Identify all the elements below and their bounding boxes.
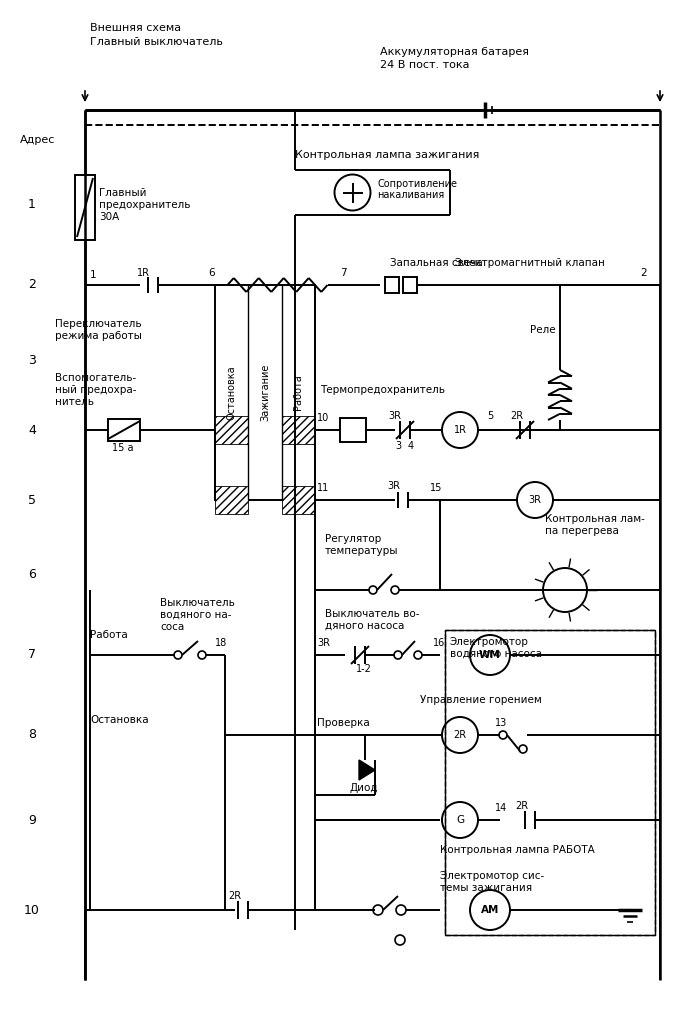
Text: G: G (456, 815, 464, 825)
Text: Переключатель
режима работы: Переключатель режима работы (55, 319, 142, 341)
Text: 16: 16 (433, 638, 445, 648)
Text: Работа: Работа (90, 630, 127, 640)
Text: 7: 7 (28, 649, 36, 661)
Text: 2R: 2R (454, 730, 467, 740)
Text: 5: 5 (28, 493, 36, 507)
Bar (281, 416, 315, 444)
Text: 18: 18 (215, 638, 228, 648)
Text: 3R: 3R (528, 495, 542, 505)
Text: Выключатель
водяного на-
соса: Выключатель водяного на- соса (160, 598, 235, 631)
Text: Контрольная лампа РАБОТА: Контрольная лампа РАБОТА (440, 845, 595, 855)
Text: Внешняя схема: Внешняя схема (90, 23, 181, 33)
Text: Главный выключатель: Главный выключатель (90, 37, 223, 47)
Bar (445, 630, 655, 935)
Text: Зажигание: Зажигание (260, 364, 270, 421)
Text: Работа: Работа (293, 375, 303, 410)
Bar (75, 175, 95, 240)
Text: 2R: 2R (228, 891, 241, 901)
Text: WM: WM (479, 650, 501, 660)
Text: 2R: 2R (510, 411, 523, 421)
Text: Выключатель во-
дяного насоса: Выключатель во- дяного насоса (325, 609, 419, 630)
Text: 24 В пост. тока: 24 В пост. тока (380, 60, 470, 70)
Text: Сопротивление
накаливания: Сопротивление накаливания (377, 178, 458, 200)
Text: 1: 1 (28, 199, 36, 211)
Text: Проверка: Проверка (317, 718, 370, 728)
Text: 10: 10 (24, 903, 40, 917)
Text: Вспомогатель-
ный предохра-
нитель: Вспомогатель- ный предохра- нитель (55, 374, 136, 407)
Text: 1R: 1R (137, 268, 150, 278)
Text: Остановка: Остановка (227, 366, 237, 420)
Text: 15: 15 (430, 483, 442, 493)
Text: 11: 11 (317, 483, 329, 493)
Text: 4: 4 (408, 441, 414, 451)
Bar (340, 418, 366, 442)
Text: 10: 10 (317, 413, 329, 423)
Polygon shape (359, 760, 375, 780)
Text: Электромагнитный клапан: Электромагнитный клапан (455, 258, 605, 268)
Text: 3: 3 (28, 353, 36, 367)
Text: Остановка: Остановка (90, 715, 148, 725)
Text: Регулятор
температуры: Регулятор температуры (325, 535, 398, 556)
Text: 3R: 3R (387, 481, 400, 491)
Text: 1: 1 (90, 270, 97, 280)
Text: 2R: 2R (515, 801, 528, 811)
Text: Управление горением: Управление горением (420, 695, 542, 705)
Text: 5: 5 (487, 411, 494, 421)
Text: Запальная свеча: Запальная свеча (390, 258, 483, 268)
Text: Электромотор сис-
темы зажигания: Электромотор сис- темы зажигания (440, 871, 545, 893)
Text: 1R: 1R (454, 425, 466, 435)
Text: 3R: 3R (317, 638, 330, 648)
Text: 1-2: 1-2 (356, 664, 372, 674)
Text: 9: 9 (28, 814, 36, 826)
Text: 2: 2 (28, 278, 36, 291)
Text: Главный
предохранитель
30А: Главный предохранитель 30А (99, 188, 190, 221)
Text: Адрес: Адрес (20, 135, 55, 145)
Text: AM: AM (481, 905, 499, 915)
Text: 8: 8 (28, 728, 36, 742)
Bar (108, 419, 140, 441)
Text: Реле: Реле (530, 325, 556, 335)
Bar (445, 630, 655, 935)
Text: 13: 13 (495, 718, 508, 728)
Text: 4: 4 (28, 423, 36, 437)
Bar (385, 277, 399, 293)
Bar (215, 486, 248, 514)
Bar (281, 486, 315, 514)
Text: 15 а: 15 а (112, 443, 134, 453)
Bar (403, 277, 417, 293)
Text: 6: 6 (28, 569, 36, 582)
Text: 3: 3 (395, 441, 401, 451)
Bar (215, 416, 248, 444)
Text: Электромотор
водяного насоса: Электромотор водяного насоса (450, 638, 542, 659)
Text: Термопредохранитель: Термопредохранитель (320, 385, 445, 394)
Text: 14: 14 (495, 803, 508, 813)
Text: 2: 2 (640, 268, 647, 278)
Text: 3R: 3R (388, 411, 401, 421)
Text: Аккумуляторная батарея: Аккумуляторная батарея (380, 47, 529, 57)
Text: 7: 7 (340, 268, 346, 278)
Text: Контрольная лампа зажигания: Контрольная лампа зажигания (295, 150, 480, 160)
Text: Контрольная лам-
па перегрева: Контрольная лам- па перегрева (545, 514, 645, 536)
Bar (215, 285, 315, 500)
Text: 6: 6 (208, 268, 215, 278)
Text: Диод: Диод (350, 783, 379, 793)
